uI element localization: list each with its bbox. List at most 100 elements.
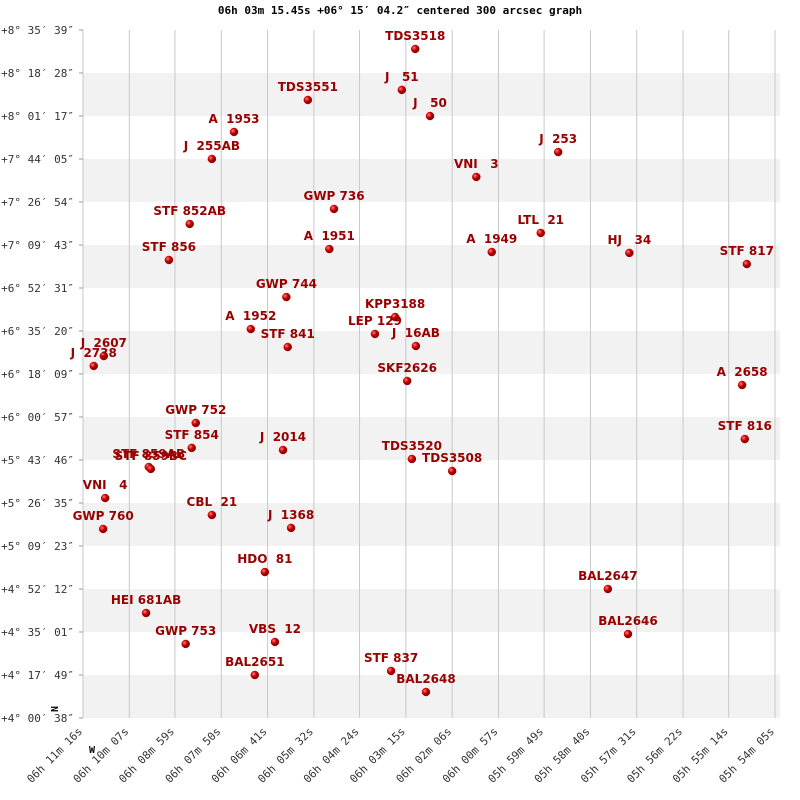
star-point [250,670,260,680]
star-point [410,44,420,54]
y-tick-label: +4° 17′ 49″ [1,669,74,682]
star-point [325,244,334,254]
star-point [286,523,296,533]
star-point [246,324,256,334]
star-label: J 253 [538,132,577,146]
star-point [740,434,750,444]
star-point [187,443,196,453]
star-label: A 1949 [466,232,517,246]
star-point [390,312,400,322]
star-point [370,329,380,339]
y-tick-label: +8° 01′ 17″ [1,110,74,123]
star-point [737,380,747,390]
star-point [207,510,217,520]
star-point [146,464,156,474]
star-label: HJ 34 [607,233,651,247]
star-point [100,493,110,503]
star-label: STF 841 [261,327,315,341]
band [83,502,780,547]
star-label: KPP3188 [365,297,425,311]
y-tick-label: +7° 26′ 54″ [1,196,74,209]
star-label: J 2607 [80,336,127,350]
star-label: STF 856 [142,240,196,254]
y-axis-label: N [50,706,61,712]
star-label: SKF2626 [377,361,437,375]
y-tick-label: +7° 44′ 05″ [1,153,74,166]
star-point [141,608,151,618]
star-point [536,228,546,238]
star-point [603,584,613,594]
star-point [99,351,109,361]
y-tick-label: +6° 35′ 20″ [1,325,74,338]
y-tick-label: +5° 43′ 46″ [1,454,74,467]
star-label: BAL2651 [225,655,284,669]
star-label: LEP 129 [348,314,402,328]
star-label: J 50 [412,96,447,110]
chart-title: 06h 03m 15.45s +06° 15′ 04.2″ centered 3… [218,4,582,17]
star-point [411,341,421,351]
star-label: VNI 4 [83,478,128,492]
y-tick-label: +6° 00′ 57″ [1,411,74,424]
star-point [472,172,481,182]
star-point [402,376,412,386]
star-point [164,255,174,265]
band [83,244,780,289]
star-point [623,629,633,639]
star-point [283,342,292,352]
star-label: VNI 3 [454,157,499,171]
star-label: HEI 681AB [111,593,181,607]
star-point [207,154,217,164]
band [83,588,780,632]
star-label: TDS3520 [382,439,442,453]
star-point [191,418,201,428]
star-label: TDS3508 [422,451,482,465]
star-point [397,85,407,95]
star-point [487,247,497,257]
y-tick-label: +4° 52′ 12″ [1,583,74,596]
star-point [185,219,194,229]
star-label: GWP 753 [155,624,216,638]
star-label: J 2738 [70,346,117,360]
star-point [89,361,98,371]
star-point [229,127,239,137]
star-label: J 16AB [391,326,440,340]
star-point [421,687,431,697]
y-tick-label: +8° 18′ 28″ [1,67,74,80]
star-label: J 1368 [267,508,314,522]
y-tick-label: +5° 26′ 35″ [1,497,74,510]
star-label: GWP 744 [256,277,317,291]
star-point [181,639,190,649]
star-point [98,524,108,534]
star-label: LTL 21 [517,213,564,227]
star-label: HDO 81 [237,552,292,566]
star-point [270,637,280,647]
star-label: GWP 736 [303,189,364,203]
y-tick-label: +8° 35′ 39″ [1,24,74,37]
star-label: A 2658 [717,365,768,379]
y-tick-label: +5° 09′ 23″ [1,540,74,553]
star-label: J 2014 [259,430,306,444]
star-label: STF 859AB [112,447,185,461]
star-point [278,445,288,455]
star-label: TDS3518 [385,29,445,43]
band [83,159,780,202]
star-label: CBL 21 [187,495,238,509]
star-label: J 51 [384,70,419,84]
y-tick-label: +4° 35′ 01″ [1,626,74,639]
star-point [386,666,396,676]
star-point [282,292,291,302]
star-point [447,466,457,476]
star-point [407,454,417,464]
band [83,330,780,374]
x-axis-label: W [89,745,96,756]
y-tick-label: +4° 00′ 38″ [1,712,74,725]
star-label: VBS 12 [249,622,301,636]
star-label: BAL2647 [578,569,637,583]
star-label: STF 817 [720,244,774,258]
star-label: BAL2648 [396,672,455,686]
star-label: A 1953 [208,112,259,126]
y-tick-label: +7° 09′ 43″ [1,239,74,252]
star-label: J 255AB [183,139,240,153]
band [83,675,780,718]
